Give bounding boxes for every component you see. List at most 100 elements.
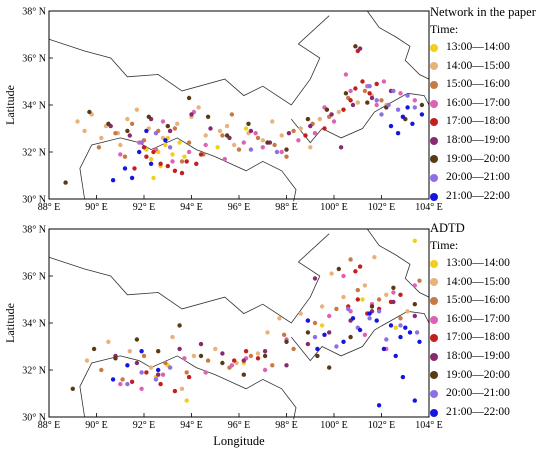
data-point bbox=[125, 116, 130, 122]
data-point bbox=[412, 98, 417, 103]
data-point bbox=[246, 121, 251, 127]
data-point bbox=[170, 159, 175, 164]
legend-swatch bbox=[430, 259, 438, 268]
data-point bbox=[305, 116, 311, 122]
data-point bbox=[153, 377, 159, 382]
data-point bbox=[87, 109, 92, 115]
data-point bbox=[139, 140, 144, 145]
data-point bbox=[255, 351, 261, 356]
legend-label: 21:00—22:00 bbox=[446, 189, 510, 202]
data-point bbox=[348, 257, 353, 262]
legend-swatch bbox=[430, 278, 438, 287]
map-boundary-line bbox=[290, 310, 430, 362]
legend-item: 14:00—15:00 bbox=[430, 57, 548, 76]
data-point bbox=[343, 72, 349, 77]
data-point bbox=[179, 159, 185, 164]
data-point bbox=[381, 346, 387, 352]
data-point bbox=[179, 386, 185, 391]
data-point bbox=[405, 105, 410, 110]
legend-title: ADTD bbox=[430, 221, 465, 235]
data-point bbox=[353, 86, 358, 91]
data-point bbox=[113, 356, 118, 361]
legend-swatch bbox=[430, 334, 438, 343]
data-point bbox=[125, 128, 130, 134]
data-point bbox=[291, 346, 296, 352]
plot-area bbox=[49, 229, 429, 417]
map-boundary-line bbox=[79, 137, 297, 202]
data-point bbox=[357, 46, 363, 51]
data-point bbox=[262, 349, 268, 354]
series-2 bbox=[96, 88, 384, 164]
data-point bbox=[286, 131, 292, 136]
map-boundary-line bbox=[366, 10, 430, 80]
data-point bbox=[367, 311, 372, 316]
y-axis-label: Latitude bbox=[3, 303, 17, 343]
data-point bbox=[198, 353, 204, 359]
data-point bbox=[317, 116, 322, 122]
data-point bbox=[156, 372, 161, 377]
data-point bbox=[248, 147, 254, 152]
data-point bbox=[248, 128, 254, 134]
data-point bbox=[139, 349, 144, 354]
data-point bbox=[236, 147, 242, 152]
legend-item: 16:00—17:00 bbox=[430, 310, 548, 329]
data-point bbox=[296, 138, 301, 143]
y-tick-label: 34° N bbox=[22, 101, 46, 112]
data-point bbox=[374, 81, 379, 87]
data-point bbox=[141, 353, 147, 359]
series-1 bbox=[84, 255, 410, 391]
data-point bbox=[329, 112, 334, 117]
data-point bbox=[284, 147, 289, 152]
data-point bbox=[374, 102, 379, 108]
data-point bbox=[376, 309, 382, 314]
legend-label: 15:00—16:00 bbox=[446, 294, 510, 307]
data-point bbox=[376, 403, 382, 408]
series-8 bbox=[110, 311, 422, 408]
data-point bbox=[353, 44, 358, 49]
data-point bbox=[265, 330, 270, 335]
data-point bbox=[315, 353, 320, 359]
data-point bbox=[369, 304, 375, 309]
legend-swatch bbox=[430, 408, 438, 417]
data-point bbox=[158, 381, 163, 387]
data-point bbox=[277, 316, 282, 321]
legend-swatch bbox=[430, 136, 438, 145]
data-point bbox=[260, 138, 265, 143]
data-point bbox=[208, 126, 213, 131]
legend-swatch bbox=[430, 192, 438, 201]
data-point bbox=[279, 133, 284, 138]
data-point bbox=[213, 346, 218, 352]
data-point bbox=[120, 377, 125, 382]
data-point bbox=[298, 311, 303, 316]
data-point bbox=[405, 309, 410, 314]
data-point bbox=[203, 142, 208, 148]
data-point bbox=[348, 98, 353, 103]
legend-swatch bbox=[430, 118, 438, 127]
data-point bbox=[376, 297, 382, 302]
data-point bbox=[172, 168, 178, 173]
data-point bbox=[341, 273, 346, 279]
data-point bbox=[153, 131, 159, 136]
data-point bbox=[191, 353, 197, 359]
data-point bbox=[305, 318, 311, 323]
legend-item: 14:00—15:00 bbox=[430, 273, 548, 292]
data-point bbox=[125, 363, 130, 368]
data-point bbox=[82, 128, 87, 134]
data-point bbox=[360, 79, 365, 84]
data-point bbox=[357, 327, 363, 333]
legend-label: 17:00—18:00 bbox=[446, 331, 510, 344]
data-point bbox=[362, 88, 368, 94]
data-point bbox=[172, 126, 178, 131]
y-tick-label: 30° N bbox=[22, 195, 46, 206]
data-point bbox=[398, 316, 403, 321]
data-point bbox=[357, 264, 363, 269]
data-point bbox=[405, 93, 410, 98]
legend-title: Network in the paper bbox=[430, 5, 536, 19]
data-point bbox=[99, 135, 104, 141]
data-point bbox=[146, 114, 151, 120]
legend-network: Network in the paper Time: 13:00—14:00 14… bbox=[430, 6, 548, 206]
map-boundary-line bbox=[366, 228, 430, 298]
data-point bbox=[151, 175, 156, 181]
data-point bbox=[170, 334, 175, 340]
data-point bbox=[248, 353, 254, 359]
